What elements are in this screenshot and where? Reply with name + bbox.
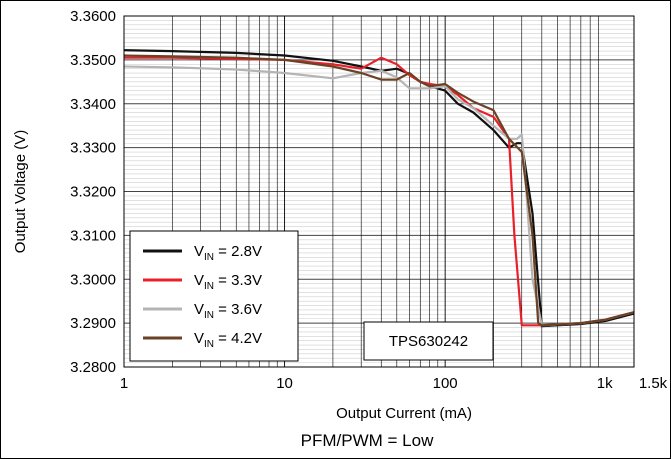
y-tick-label: 3.3200 (70, 184, 116, 201)
legend-label: VIN = 3.6V (194, 301, 262, 321)
y-tick-label: 3.3500 (70, 52, 116, 69)
x-tick-label: 1.5k (639, 375, 668, 392)
x-tick-label: 10 (276, 375, 293, 392)
legend-label: VIN = 2.8V (194, 243, 262, 263)
y-axis-title: Output Voltage (V) (12, 130, 29, 253)
y-tick-label: 3.3300 (70, 140, 116, 157)
y-tick-label: 3.3000 (70, 271, 116, 288)
y-tick-label: 3.2800 (70, 359, 116, 376)
x-tick-label: 1 (120, 375, 128, 392)
series-lines (123, 49, 635, 328)
x-tick-label: 100 (433, 375, 458, 392)
y-tick-label: 3.3600 (70, 8, 116, 25)
series-line-4 (123, 54, 635, 327)
legend: VIN = 2.8V VIN = 3.3V VIN = 3.6V VIN = 4.2V (129, 230, 299, 362)
y-tick-label: 3.2900 (70, 315, 116, 332)
legend-label: VIN = 3.3V (194, 272, 262, 292)
x-tick-labels: 1 10 100 1k 1.5k (120, 375, 668, 392)
y-tick-label: 3.3100 (70, 227, 116, 244)
annotation-box (363, 321, 494, 361)
annotation-label: TPS630242 (389, 333, 468, 350)
x-tick-label: 1k (597, 375, 613, 392)
y-tick-label: 3.3400 (70, 96, 116, 113)
y-tick-labels: 3.2800 3.2900 3.3000 3.3100 3.3200 3.3300 3.34… (70, 8, 116, 376)
x-axis-title: Output Current (mA) (336, 405, 472, 422)
caption: PFM/PWM = Low (301, 431, 434, 450)
plot-area-border (123, 15, 635, 368)
annotation: TPS630242 (363, 321, 494, 361)
legend-label: VIN = 4.2V (194, 330, 262, 350)
